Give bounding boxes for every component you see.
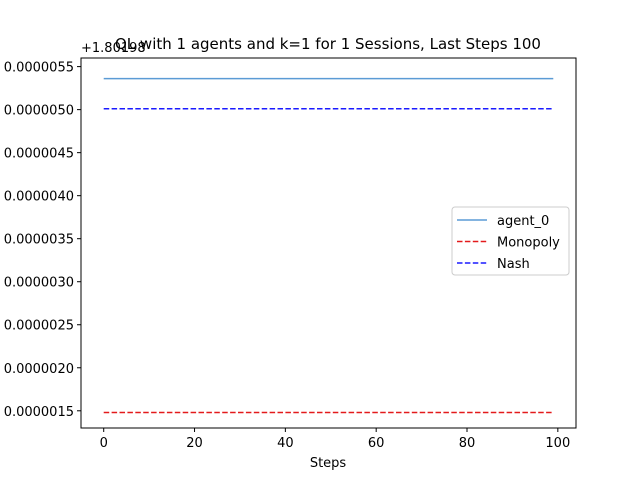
legend-label-agent-0: agent_0 bbox=[497, 214, 549, 229]
legend-label-nash: Nash bbox=[497, 257, 530, 272]
legend-box bbox=[451, 206, 570, 276]
x-tick-label: 40 bbox=[277, 436, 294, 451]
legend: agent_0 Monopoly Nash bbox=[451, 206, 570, 276]
y-tick-label: 0.0000050 bbox=[4, 104, 74, 119]
y-tick-label: 0.0000030 bbox=[4, 276, 74, 291]
x-tick-label: 60 bbox=[368, 436, 385, 451]
y-tick-label: 0.0000040 bbox=[4, 190, 74, 205]
y-offset-text: +1.80198 bbox=[81, 41, 146, 56]
x-tick-label: 0 bbox=[100, 436, 108, 451]
series-layer bbox=[103, 77, 554, 414]
y-tick-label: 0.0000045 bbox=[4, 147, 74, 162]
y-axis-ticks: 0.0000015 0.0000020 0.0000025 0.0000030 0.00… bbox=[4, 61, 81, 420]
y-tick-label: 0.0000025 bbox=[4, 319, 74, 334]
x-tick-label: 20 bbox=[186, 436, 203, 451]
y-tick-label: 0.0000020 bbox=[4, 362, 74, 377]
x-tick-label: 80 bbox=[459, 436, 476, 451]
x-tick-label: 100 bbox=[545, 436, 570, 451]
x-axis-label: Steps bbox=[310, 456, 347, 471]
x-axis-ticks: 0 20 40 60 80 100 bbox=[100, 428, 570, 451]
chart-title: QL with 1 agents and k=1 for 1 Sessions,… bbox=[115, 35, 541, 53]
y-tick-label: 0.0000015 bbox=[4, 405, 74, 420]
y-tick-label: 0.0000055 bbox=[4, 61, 74, 76]
legend-label-monopoly: Monopoly bbox=[497, 236, 560, 251]
y-tick-label: 0.0000035 bbox=[4, 233, 74, 248]
